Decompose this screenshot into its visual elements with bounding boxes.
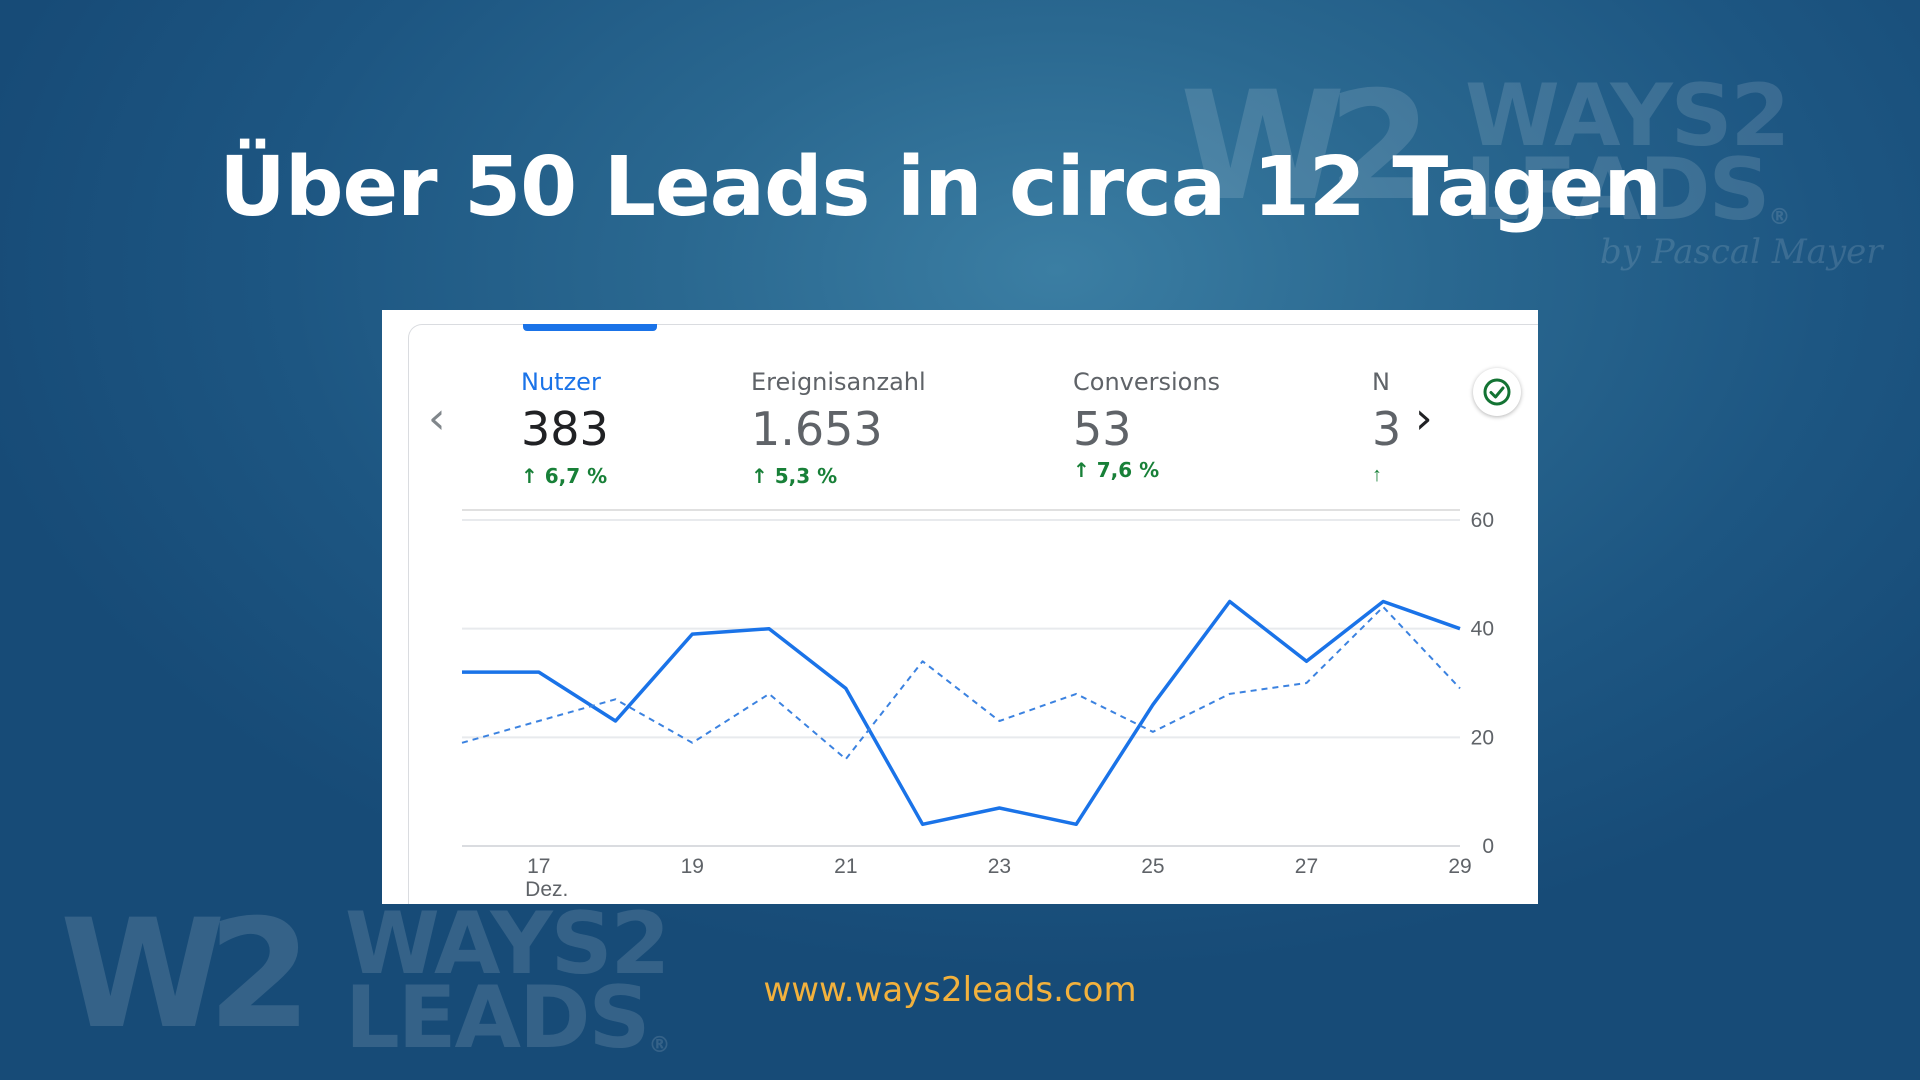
metric-change-value: 6,7 %	[544, 464, 608, 488]
x-tick-label: 27	[1295, 855, 1318, 878]
logo-mark: W2	[1180, 60, 1432, 234]
logo-registered: ®	[1768, 205, 1790, 230]
chevron-right-icon[interactable]: ›	[1415, 393, 1433, 444]
metric-ereignisanzahl[interactable]: Ereignisanzahl 1.653 ↑ 5,3 %	[751, 368, 991, 488]
x-tick-label: 21	[834, 855, 857, 878]
metric-change: ↑ 7,6 %	[1073, 458, 1313, 482]
metric-change-value: 5,3 %	[774, 464, 838, 488]
page-title: Über 50 Leads in circa 12 Tagen	[219, 140, 1662, 235]
logo-wordmark: WAYS2 LEADS®	[1465, 66, 1790, 233]
card-border	[408, 324, 1538, 904]
y-tick-label: 20	[1471, 726, 1494, 749]
metric-label: Nutzer	[521, 368, 601, 396]
series-line-current	[462, 599, 1461, 827]
logo-registered: ®	[648, 1033, 670, 1058]
y-tick-label: 0	[1482, 835, 1494, 858]
metric-change-value: 7,6 %	[1096, 458, 1160, 482]
x-tick-label: 25	[1141, 855, 1164, 878]
x-tick-label: 19	[681, 855, 704, 878]
metric-change: ↑ 6,7 %	[521, 464, 761, 488]
logo-wordmark: WAYS2 LEADS®	[345, 894, 670, 1061]
analytics-card: ‹ Nutzer 383 ↑ 6,7 % Ereignisanzahl 1.65…	[382, 310, 1538, 904]
logo-line-1: WAYS2	[345, 894, 670, 994]
metric-value: 383	[521, 402, 609, 456]
logo-mark: W2	[60, 888, 312, 1062]
metric-value: 3	[1372, 402, 1402, 456]
x-tick-label: 29	[1448, 855, 1471, 878]
x-tick-sublabel: Dez.	[525, 878, 568, 901]
metric-nutzer[interactable]: Nutzer 383 ↑ 6,7 %	[521, 368, 761, 488]
check-circle-graphic	[1483, 378, 1511, 406]
series-line-comparison	[461, 605, 1461, 761]
y-tick-label: 60	[1471, 509, 1494, 532]
metric-value: 1.653	[751, 402, 883, 456]
active-tab-indicator	[523, 324, 657, 331]
x-tick-label: 23	[988, 855, 1011, 878]
arrow-up-icon: ↑	[1073, 458, 1090, 482]
logo-line-2: LEADS	[345, 967, 650, 1068]
metric-value: 53	[1073, 402, 1132, 456]
chevron-left-icon[interactable]: ‹	[428, 393, 446, 444]
x-tick-label: 17	[527, 855, 550, 878]
logo-line-2: LEADS	[1465, 139, 1770, 240]
metric-partial[interactable]: N 3 ↑	[1372, 368, 1404, 487]
arrow-up-icon: ↑	[521, 464, 538, 488]
metric-label: Conversions	[1073, 368, 1221, 396]
y-tick-label: 40	[1471, 618, 1494, 641]
logo-byline: by Pascal Mayer	[1600, 232, 1883, 272]
website-url[interactable]: www.ways2leads.com	[763, 970, 1137, 1010]
metric-label: N	[1372, 368, 1390, 396]
metric-conversions[interactable]: Conversions 53 ↑ 7,6 %	[1073, 368, 1313, 482]
metric-change: ↑	[1372, 464, 1404, 487]
arrow-up-icon: ↑	[751, 464, 768, 488]
check-circle-icon[interactable]	[1473, 368, 1521, 416]
metric-change: ↑ 5,3 %	[751, 464, 991, 488]
metric-label: Ereignisanzahl	[751, 368, 926, 396]
logo-line-1: WAYS2	[1465, 66, 1790, 166]
arrow-up-icon: ↑	[1372, 464, 1382, 486]
